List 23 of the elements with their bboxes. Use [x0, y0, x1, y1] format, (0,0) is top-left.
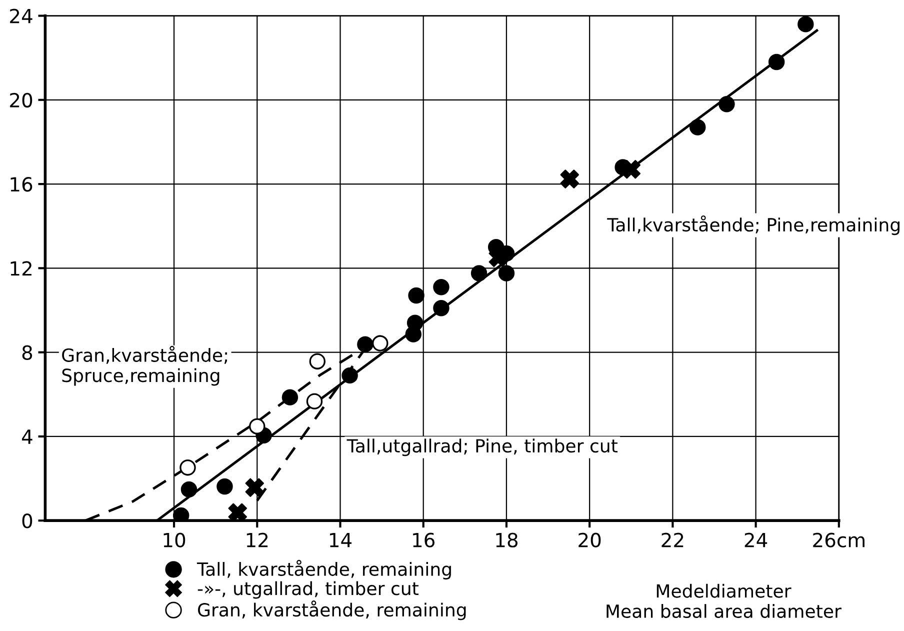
y-tick-label: 20 — [10, 92, 32, 108]
x-tick-label: 16 — [413, 532, 435, 548]
x-axis-title: Medeldiameter Mean basal area diameter — [606, 584, 842, 618]
x-tick-label: 24 — [744, 532, 768, 548]
y-tick-label: 0 — [22, 514, 32, 528]
x-tick-label: 10 — [164, 532, 186, 548]
y-tick-label: 12 — [10, 261, 32, 276]
y-tick-label: 16 — [10, 177, 32, 192]
x-tick-label: 12 — [246, 532, 268, 548]
x-tick-label: 18 — [496, 532, 518, 548]
legend-label: Gran, kvarstående, remaining — [198, 600, 466, 620]
y-tick-label: 8 — [22, 345, 32, 360]
annotation: Gran,kvarstående; Spruce,remaining — [62, 346, 228, 386]
x-tick-label: 26cm — [813, 532, 864, 548]
legend-label: -»-, utgallrad, timber cut — [198, 581, 418, 599]
legend-label: Tall, kvarstående, remaining — [196, 560, 451, 580]
x-tick-label: 14 — [330, 532, 352, 548]
annotation: Tall,kvarstående; Pine,remaining — [607, 215, 900, 236]
y-tick-label: 4 — [22, 430, 32, 444]
x-tick-label: 20 — [578, 532, 601, 548]
x-tick-label: 22 — [662, 532, 684, 548]
annotation: Tall,utgallrad; Pine, timber cut — [346, 438, 618, 456]
y-tick-label: 24 — [10, 8, 32, 24]
